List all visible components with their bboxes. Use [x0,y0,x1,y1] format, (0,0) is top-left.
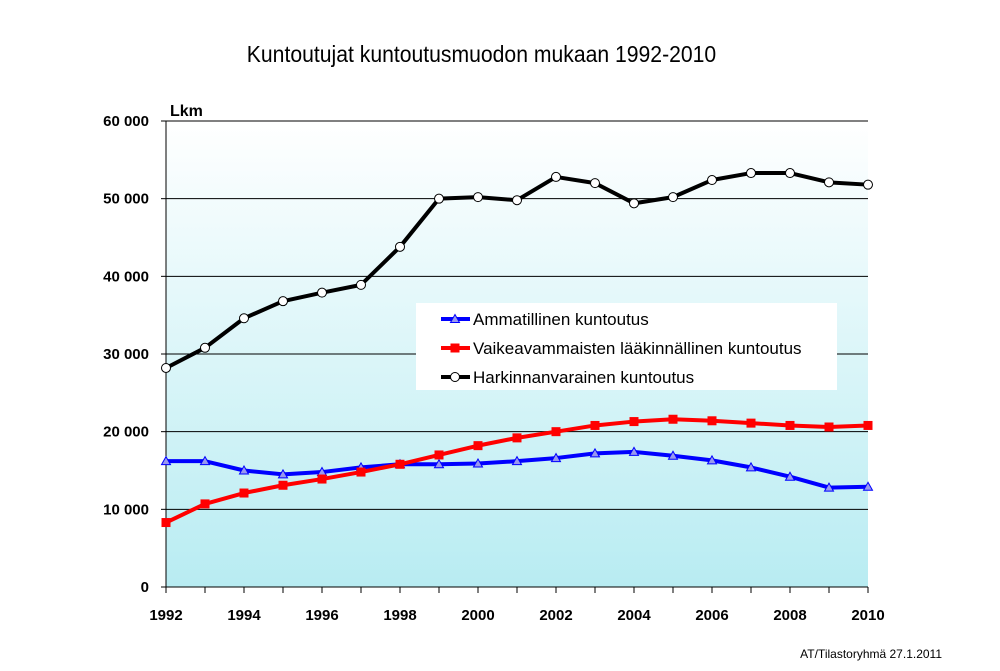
data-point [161,518,171,528]
data-point [277,468,289,479]
data-point [395,241,405,252]
data-point [278,296,288,307]
y-tick-label: 20 000 [103,424,149,441]
data-point [551,171,561,182]
x-tick-label: 2008 [773,607,806,624]
y-tick-label: 30 000 [103,346,149,363]
data-point [706,454,718,465]
data-point [395,459,405,469]
y-tick-label: 40 000 [103,268,149,285]
data-point [473,441,483,451]
data-point [628,446,640,456]
x-tick-label: 2000 [461,607,494,624]
data-point [784,471,796,481]
y-axis-unit-label: Lkm [170,103,203,120]
data-point [200,342,210,353]
legend-item-1: Ammatillinen kuntoutus [441,310,649,329]
data-point [472,457,484,468]
data-point [629,198,639,209]
legend-swatch-marker [449,313,461,323]
data-point [668,414,678,424]
data-point [590,420,600,430]
data-point [824,422,834,432]
data-point [707,416,717,426]
data-point [745,461,757,472]
data-point [785,420,795,430]
data-point [746,418,756,428]
data-point [512,433,522,443]
data-point [668,192,678,203]
legend-label: Vaikeavammaisten lääkinnällinen kuntoutu… [473,339,802,358]
x-tick-label: 2004 [617,607,651,624]
series-layer [160,168,874,528]
data-point [278,480,288,490]
data-point [550,452,562,463]
legend-swatch-marker [450,372,460,382]
data-point [433,458,445,469]
data-point [746,168,756,179]
footer-source: AT/Tilastoryhmä 27.1.2011 [800,647,942,661]
data-point [317,287,327,298]
x-tick-label: 2006 [695,607,728,624]
y-tick-label: 50 000 [103,191,149,208]
y-tick-label: 60 000 [103,113,149,130]
legend-item-2: Vaikeavammaisten lääkinnällinen kuntoutu… [441,339,802,358]
data-point [434,193,444,204]
x-tick-label: 1996 [305,607,338,624]
data-point [589,447,601,458]
x-tick-label: 1994 [227,607,261,624]
legend-box [416,303,837,390]
x-tick-label: 1992 [149,607,182,624]
y-tick-label: 10 000 [103,501,149,518]
data-point [863,420,873,430]
data-point [512,195,522,206]
data-point [707,175,717,186]
data-point [551,427,561,437]
series-2 [161,414,873,528]
series-3 [161,168,873,373]
data-point [239,488,249,498]
x-tick-label: 1998 [383,607,416,624]
data-point [824,177,834,188]
data-point [200,499,210,509]
y-tick-labels: 0 10 000 20 000 30 000 40 000 50 000 60 000 [103,113,149,596]
legend-label: Harkinnanvarainen kuntoutus [473,368,694,387]
data-point [667,450,679,460]
y-tick-label: 0 [141,579,149,596]
data-point [238,464,250,475]
data-point [629,417,639,427]
data-point [473,192,483,203]
chart-title: Kuntoutujat kuntoutusmuodon mukaan 1992-… [246,41,717,67]
data-point [590,178,600,189]
data-point [434,450,444,460]
data-point [862,481,874,491]
data-point [356,467,366,477]
data-point [823,482,835,492]
data-point [317,474,327,484]
data-point [160,455,172,466]
x-tick-label: 2010 [851,607,884,624]
x-tick-label: 2002 [539,607,572,624]
data-point [511,455,523,466]
x-tick-labels: 1992 1994 1996 1998 2000 2002 2004 2006 2008 2010 [149,607,884,624]
axes [161,120,869,593]
data-point [863,179,873,190]
data-point [199,455,211,466]
data-point [239,313,249,324]
legend-swatch-marker [450,343,460,353]
legend-item-3: Harkinnanvarainen kuntoutus [441,368,694,387]
legend-label: Ammatillinen kuntoutus [473,310,649,329]
legend: Ammatillinen kuntoutus Vaikeavammaisten l… [416,303,837,390]
data-point [356,279,366,290]
data-point [161,362,171,373]
data-point [785,168,795,179]
